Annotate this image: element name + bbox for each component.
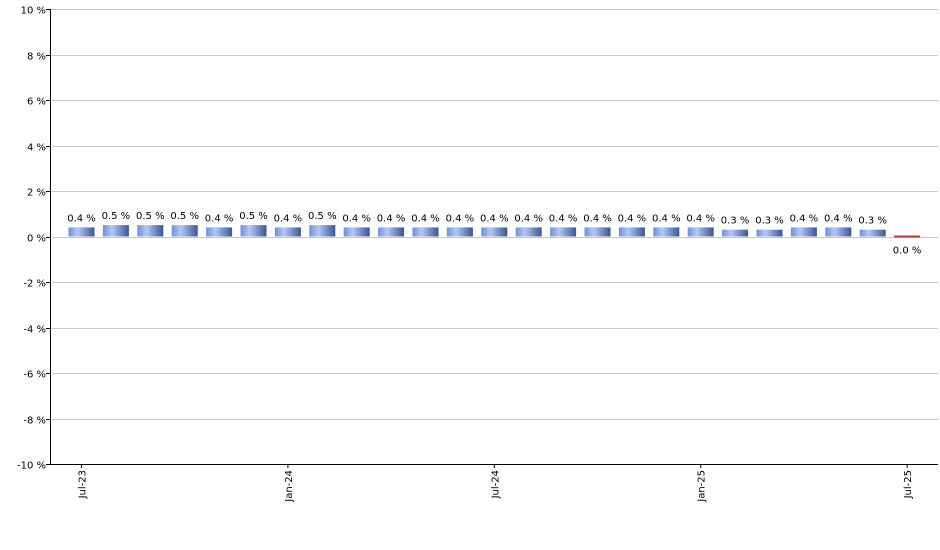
data-label: 0.5 %	[136, 211, 165, 222]
x-tick-label: Jul-23	[78, 470, 89, 499]
data-label: 0.4 %	[446, 213, 475, 224]
bar	[240, 225, 267, 237]
bar	[859, 229, 886, 237]
bar	[825, 227, 852, 237]
bar	[756, 229, 783, 237]
data-label: 0.5 %	[170, 211, 199, 222]
data-label: 0.5 %	[239, 211, 268, 222]
bar	[687, 227, 714, 237]
bar	[206, 227, 233, 237]
y-tick-label: -8 %	[23, 416, 46, 427]
bar	[309, 225, 336, 237]
x-axis: Jul-23 Jan-24 Jul-24 Jan-25 Jul-25	[50, 464, 938, 503]
bar	[515, 227, 542, 237]
bar	[378, 227, 405, 237]
data-label: 0.4 %	[618, 213, 647, 224]
x-tick-label: Jul-24	[490, 470, 501, 499]
bar	[412, 227, 439, 237]
bar	[481, 227, 508, 237]
bar	[790, 227, 817, 237]
y-tick-label: 2 %	[27, 188, 46, 199]
data-label: 0.4 %	[549, 213, 578, 224]
data-label: 0.4 %	[205, 213, 234, 224]
bars	[68, 225, 921, 238]
data-label: 0.4 %	[342, 213, 371, 224]
data-labels: 0.4 % 0.5 % 0.5 % 0.5 % 0.4 % 0.5 % 0.4 % 0.5 %…	[67, 211, 921, 256]
bar	[171, 225, 198, 237]
data-label: 0.4 %	[514, 213, 543, 224]
y-tick-label: 8 %	[27, 52, 46, 63]
x-tick-label: Jul-25	[903, 470, 914, 499]
data-label: 0.4 %	[411, 213, 440, 224]
bar	[894, 235, 921, 238]
y-tick-label: 4 %	[27, 143, 46, 154]
data-label: 0.4 %	[790, 213, 819, 224]
y-tick-label: -6 %	[23, 370, 46, 381]
data-label: 0.5 %	[308, 211, 337, 222]
x-tick-label: Jan-24	[284, 470, 295, 503]
data-label: 0.0 %	[893, 246, 922, 257]
data-label: 0.4 %	[67, 213, 96, 224]
y-tick-label: 0 %	[27, 234, 46, 245]
data-label: 0.4 %	[824, 213, 853, 224]
data-label: 0.4 %	[377, 213, 406, 224]
y-axis: 10 % 8 % 6 % 4 % 2 % 0 % -2 % -4 % -6 % -8 % -10 %	[17, 6, 51, 472]
bar	[584, 227, 611, 237]
bar	[550, 227, 577, 237]
data-label: 0.3 %	[721, 216, 750, 227]
grid-lines	[50, 9, 938, 465]
y-tick-label: -4 %	[23, 325, 46, 336]
y-tick-label: -2 %	[23, 279, 46, 290]
data-label: 0.4 %	[583, 213, 612, 224]
bar	[343, 227, 370, 237]
bar	[446, 227, 473, 237]
data-label: 0.4 %	[480, 213, 509, 224]
y-tick-label: 6 %	[27, 97, 46, 108]
bar	[653, 227, 680, 237]
data-label: 0.3 %	[755, 216, 784, 227]
data-label: 0.3 %	[858, 216, 887, 227]
x-tick-label: Jan-25	[697, 470, 708, 503]
data-label: 0.5 %	[102, 211, 131, 222]
data-label: 0.4 %	[686, 213, 715, 224]
bar	[137, 225, 164, 237]
bar	[618, 227, 645, 237]
bar	[274, 227, 301, 237]
y-tick-label: 10 %	[21, 6, 46, 17]
y-tick-label: -10 %	[17, 461, 46, 472]
data-label: 0.4 %	[652, 213, 681, 224]
data-label: 0.4 %	[274, 213, 303, 224]
bar	[68, 227, 95, 237]
bar	[722, 229, 749, 237]
bar	[102, 225, 129, 237]
